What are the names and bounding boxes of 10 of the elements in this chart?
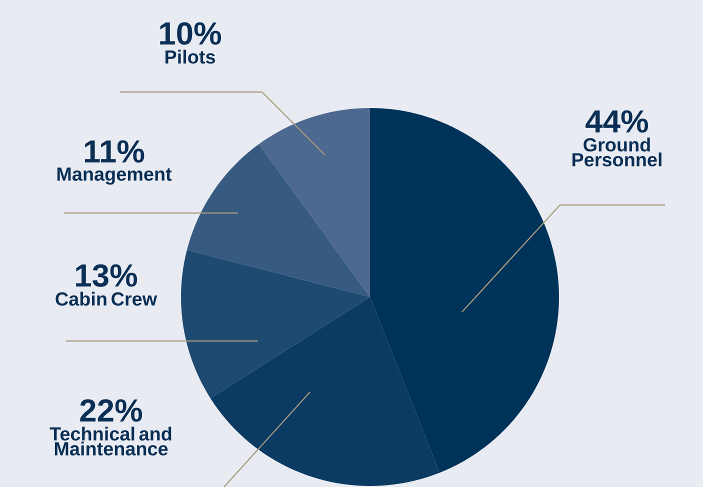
data-label: 11% [84, 140, 144, 163]
data-label: 13% [76, 264, 138, 288]
slice-label: Cabin Crew [56, 292, 158, 306]
data-label: 44% [586, 110, 648, 133]
data-label: 10% [160, 22, 222, 45]
slice-label: Technical and Maintenance [50, 426, 172, 456]
slice-label: Pilots [166, 50, 215, 64]
data-label: 22% [80, 399, 142, 422]
slice-label: Management [57, 168, 172, 185]
slice-label: Ground Personnel [572, 138, 662, 167]
